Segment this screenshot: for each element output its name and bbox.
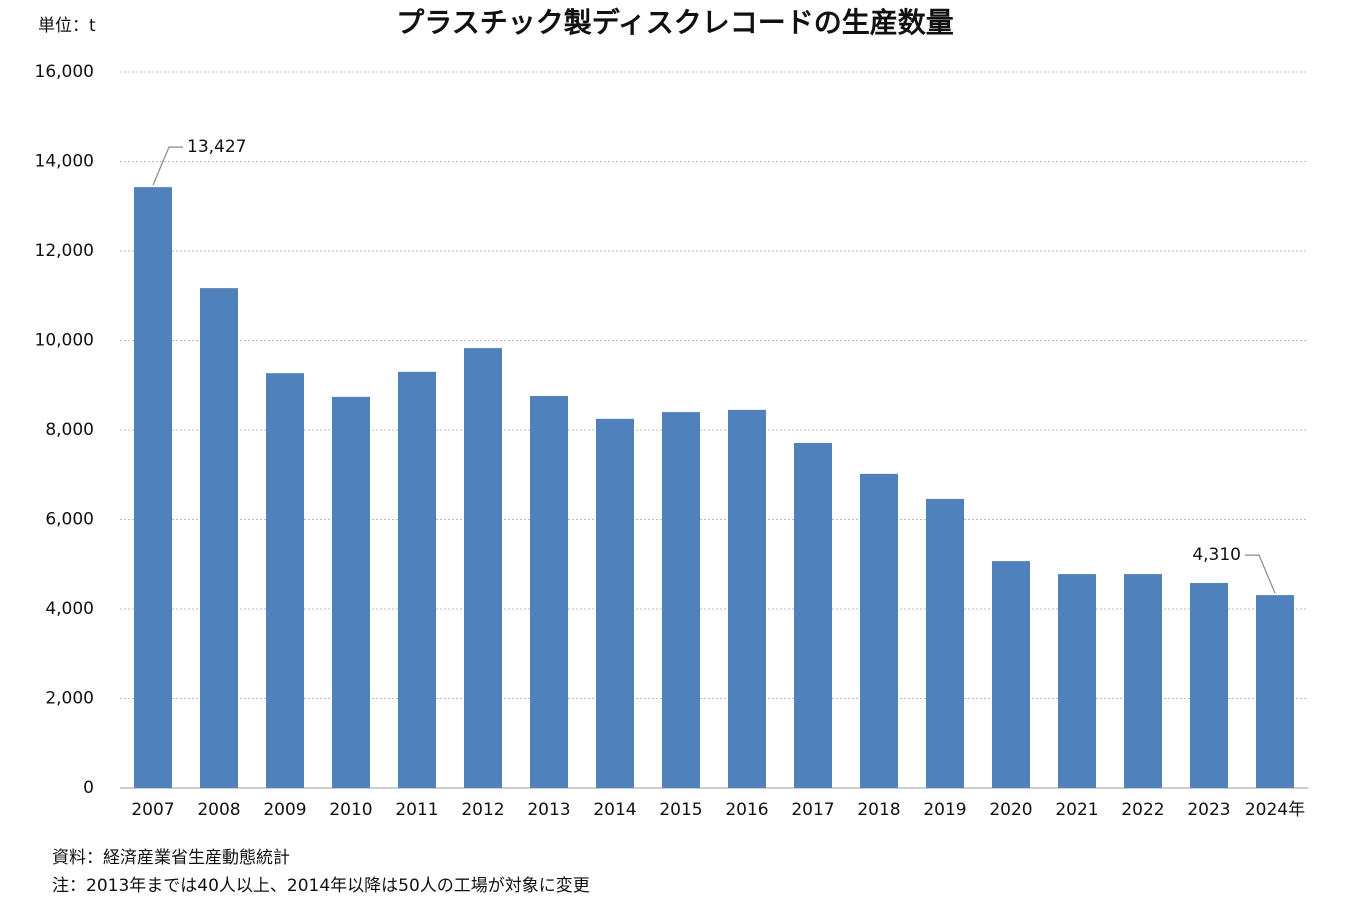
x-tick-label: 2010 (329, 800, 372, 820)
x-tick-label: 2021 (1055, 800, 1098, 820)
x-tick-label: 2011 (395, 800, 438, 820)
data-label: 4,310 (1192, 545, 1241, 565)
x-tick-label: 2007 (131, 800, 174, 820)
bar (662, 412, 700, 788)
bar (464, 348, 502, 788)
bar (1190, 583, 1228, 788)
x-tick-label: 2014 (593, 800, 636, 820)
bar (200, 288, 238, 788)
x-tick-label: 2023 (1187, 800, 1230, 820)
y-tick-label: 4,000 (45, 599, 94, 619)
bar (926, 498, 964, 788)
y-tick-label: 0 (83, 778, 94, 798)
x-tick-label: 2018 (857, 800, 900, 820)
bar (332, 396, 370, 788)
unit-label: 単位：t (38, 16, 96, 36)
bar (596, 418, 634, 788)
bar (134, 187, 172, 789)
bar (1058, 574, 1096, 788)
x-tick-label: 2015 (659, 800, 702, 820)
bar (266, 373, 304, 788)
bar (398, 371, 436, 788)
y-tick-label: 6,000 (45, 510, 94, 530)
bar (1256, 595, 1294, 788)
y-tick-label: 14,000 (35, 152, 94, 172)
leader-line (1245, 554, 1276, 594)
bar (794, 442, 832, 788)
x-tick-label: 2009 (263, 800, 306, 820)
bar (992, 561, 1030, 788)
chart-title: プラスチック製ディスクレコードの生産数量 (396, 6, 953, 39)
x-tick-label: 2008 (197, 800, 240, 820)
y-tick-label: 2,000 (45, 689, 94, 709)
footnote: 注：2013年までは40人以上、2014年以降は50人の工場が対象に変更 (52, 876, 590, 896)
bar (530, 395, 568, 788)
bar (860, 473, 898, 788)
x-tick-label: 2017 (791, 800, 834, 820)
x-tick-label: 2016 (725, 800, 768, 820)
x-tick-label: 2022 (1121, 800, 1164, 820)
source-note: 資料：経済産業省生産動態統計 (52, 848, 290, 868)
x-tick-label: 2013 (527, 800, 570, 820)
x-tick-label: 2024年 (1245, 800, 1305, 820)
x-tick-label: 2019 (923, 800, 966, 820)
bar (728, 409, 766, 788)
y-tick-label: 10,000 (35, 331, 94, 351)
leader-line (152, 146, 183, 186)
y-tick-label: 8,000 (45, 420, 94, 440)
data-label: 13,427 (187, 137, 246, 157)
x-tick-label: 2020 (989, 800, 1032, 820)
y-tick-label: 16,000 (35, 62, 94, 82)
x-tick-label: 2012 (461, 800, 504, 820)
bar (1124, 574, 1162, 788)
y-tick-label: 12,000 (35, 241, 94, 261)
